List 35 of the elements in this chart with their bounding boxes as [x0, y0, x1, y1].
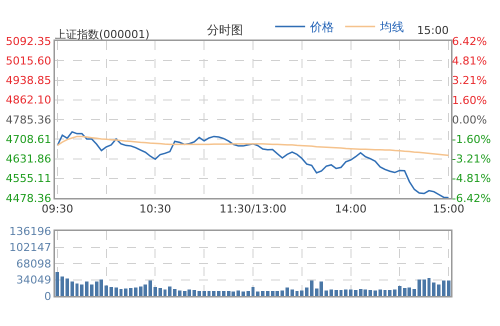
y-tick-label: 4938.85 — [6, 74, 52, 88]
y-tick-label: 102147 — [9, 241, 52, 254]
line-series — [56, 136, 450, 156]
y-tick-label: 5092.35 — [6, 34, 52, 48]
y-tick-label: 4708.61 — [6, 132, 52, 146]
line-series — [56, 131, 450, 198]
y2-tick-label: -1.60% — [452, 132, 491, 146]
y-tick-label: 0 — [44, 290, 52, 303]
y-tick-label: 4478.36 — [6, 192, 52, 205]
y2-tick-label: 1.60% — [452, 94, 487, 107]
y-tick-label: 5015.60 — [6, 54, 52, 68]
y2-tick-label: -3.21% — [452, 152, 491, 166]
y-tick-label: 4631.86 — [6, 152, 52, 166]
legend-label: 价格 — [309, 20, 334, 34]
y2-tick-label: 6.42% — [452, 34, 487, 48]
y-tick-label: 4862.10 — [6, 94, 52, 107]
y-tick-label: 4555.11 — [6, 172, 52, 186]
chart-subtitle: 分时图 — [207, 23, 243, 37]
y2-tick-label: -4.81% — [452, 172, 491, 186]
x-tick-label: 09:30 — [42, 202, 74, 216]
x-tick-label: 11:30/13:00 — [219, 202, 287, 216]
x-tick-label: 10:30 — [139, 202, 172, 216]
y2-tick-label: -6.42% — [452, 192, 491, 205]
y-tick-label: 4785.36 — [6, 113, 52, 126]
x-tick-label: 14:00 — [334, 202, 367, 216]
y2-tick-label: 4.81% — [452, 54, 487, 68]
y-tick-label: 68098 — [16, 257, 52, 270]
y2-tick-label: 3.21% — [452, 74, 487, 88]
chart-title: 上证指数(000001) — [55, 28, 150, 41]
y2-tick-label: 0.00% — [452, 113, 487, 126]
y-tick-label: 34049 — [16, 274, 52, 287]
legend-label: 均线 — [379, 20, 404, 34]
y-tick-label: 136196 — [9, 224, 52, 238]
x-tick-label: 15:00 — [432, 202, 464, 216]
text: 15:00 — [417, 24, 449, 37]
